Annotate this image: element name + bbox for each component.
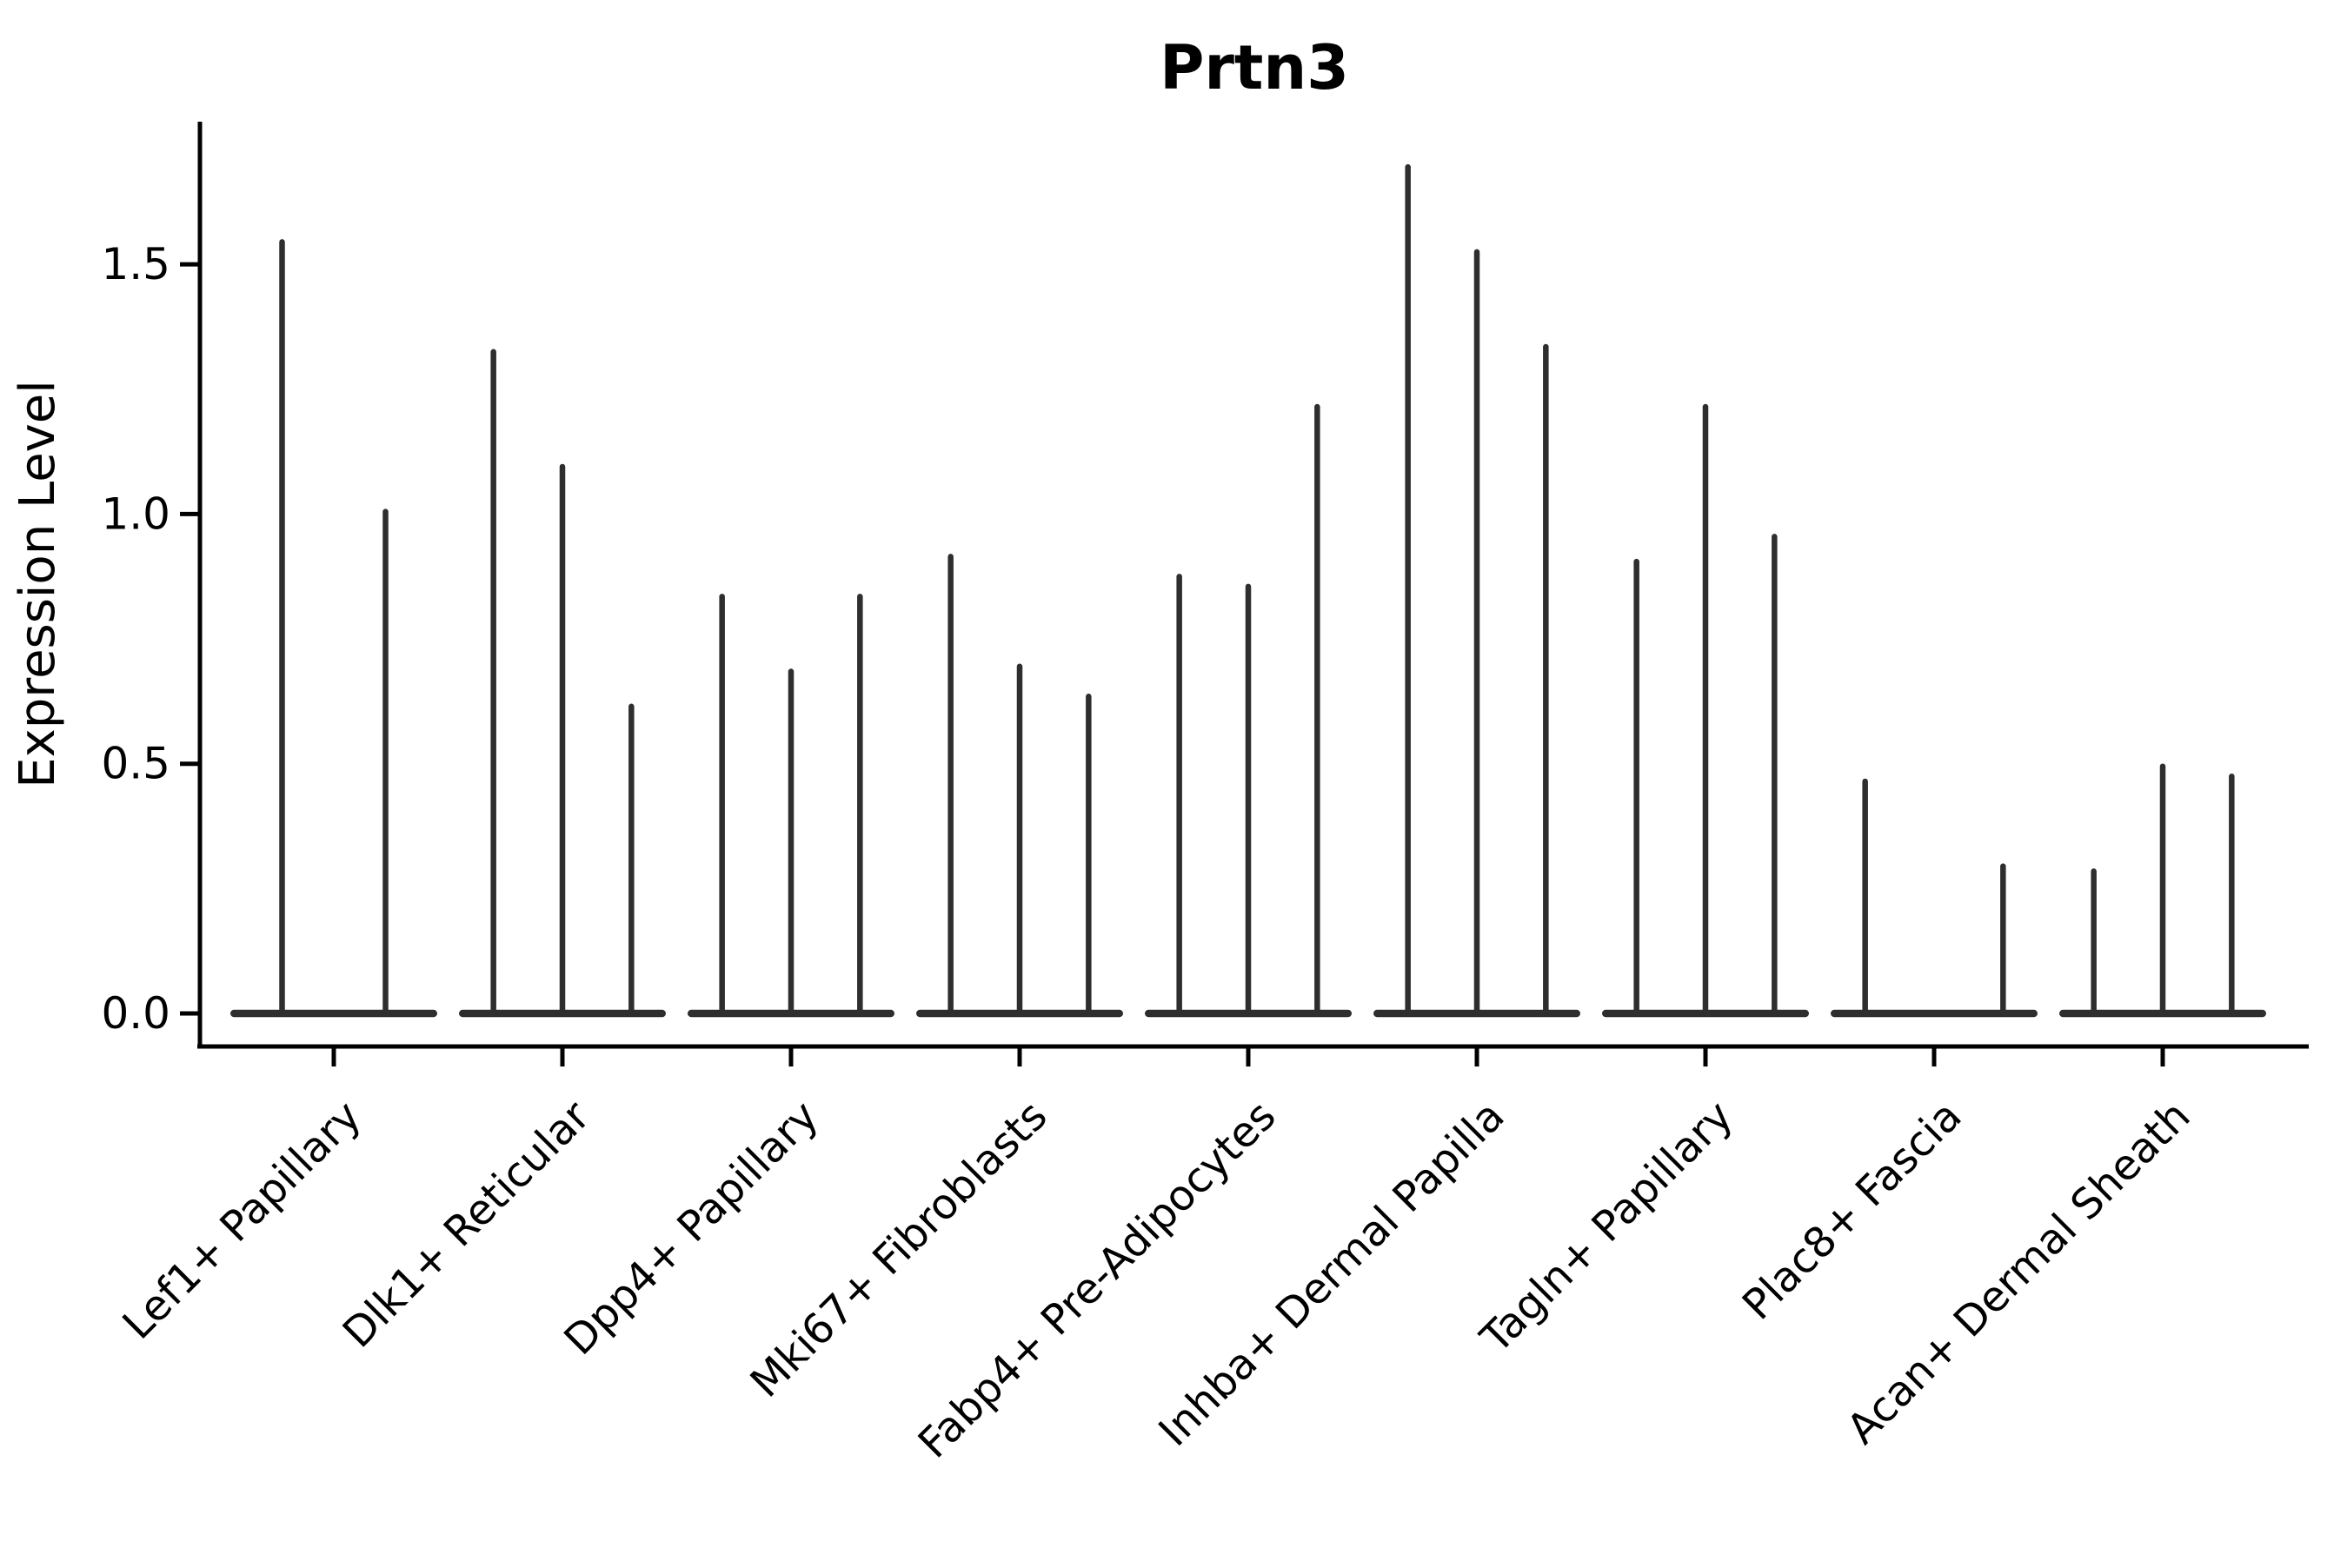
violin-base	[1831, 1009, 2038, 1018]
y-tick-label: 1.5	[101, 239, 170, 289]
x-tick-label: Dpp4+ Papillary	[555, 1092, 828, 1365]
x-tick-label: Tagln+ Papillary	[1471, 1092, 1742, 1363]
y-tick-label: 0.5	[101, 739, 170, 789]
x-tick-label: Plac8+ Fascia	[1733, 1092, 1971, 1330]
y-axis-label: Expression Level	[10, 380, 66, 788]
x-tick-label: Lef1+ Papillary	[114, 1092, 371, 1349]
y-tick-label: 0.0	[101, 988, 170, 1039]
y-tick-label: 1.0	[101, 488, 170, 539]
violin-base	[230, 1009, 437, 1018]
chart-title: Prtn3	[1160, 32, 1349, 103]
x-tick-label: Dlk1+ Reticular	[334, 1092, 600, 1358]
